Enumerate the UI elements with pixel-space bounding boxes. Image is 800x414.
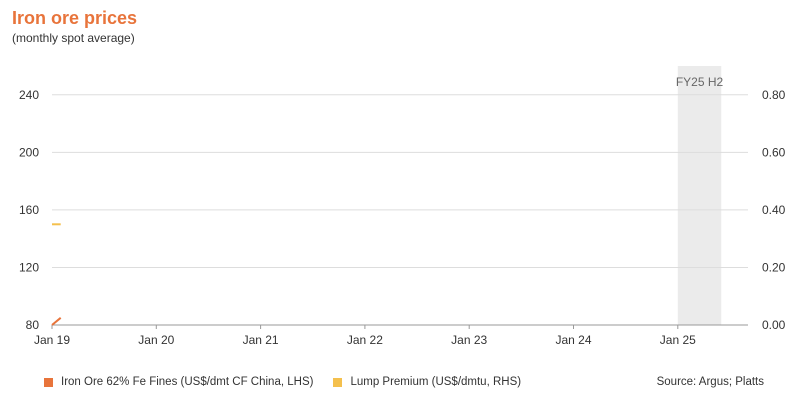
y-left-tick-label: 80 xyxy=(26,318,40,332)
x-tick-label: Jan 19 xyxy=(34,333,70,347)
y-right-tick-label: 0.00 xyxy=(762,318,786,332)
x-tick-label: Jan 24 xyxy=(555,333,591,347)
highlight-band-label: FY25 H2 xyxy=(676,75,724,89)
legend-swatch-lump-premium xyxy=(333,377,343,387)
y-left-tick-label: 120 xyxy=(19,260,39,274)
y-right-tick-label: 0.60 xyxy=(762,145,786,159)
y-right-tick-label: 0.80 xyxy=(762,88,786,102)
y-left-tick-label: 160 xyxy=(19,203,39,217)
legend-swatch-iron-ore xyxy=(44,377,53,387)
legend-item-iron-ore: Iron Ore 62% Fe Fines (US$/dmt CF China,… xyxy=(44,376,313,388)
x-tick-label: Jan 23 xyxy=(451,333,487,347)
y-left-tick-label: 240 xyxy=(19,88,39,102)
x-tick-label: Jan 20 xyxy=(138,333,174,347)
chart-subtitle: (monthly spot average) xyxy=(12,31,135,45)
legend: Iron Ore 62% Fe Fines (US$/dmt CF China,… xyxy=(44,376,541,388)
x-tick-label: Jan 21 xyxy=(243,333,279,347)
x-tick-label: Jan 22 xyxy=(347,333,383,347)
y-left-tick-label: 200 xyxy=(19,145,39,159)
highlight-band xyxy=(677,66,722,325)
legend-label-lump-premium: Lump Premium (US$/dmtu, RHS) xyxy=(350,376,522,388)
legend-label-iron-ore: Iron Ore 62% Fe Fines (US$/dmt CF China,… xyxy=(61,376,314,388)
source-note: Source: Argus; Platts xyxy=(656,376,764,388)
chart-canvas: FY25 H2 80 120 160 200 240 0.00 0.20 0.40 0.60 0.8… xyxy=(19,66,786,347)
x-tick-label: Jan 25 xyxy=(660,333,696,347)
y-right-tick-label: 0.20 xyxy=(762,260,786,274)
legend-item-lump-premium: Lump Premium (US$/dmtu, RHS) xyxy=(333,376,521,388)
y-right-tick-label: 0.40 xyxy=(762,203,786,217)
chart-title: Iron ore prices xyxy=(12,8,138,28)
series-line-iron-ore xyxy=(51,317,62,326)
